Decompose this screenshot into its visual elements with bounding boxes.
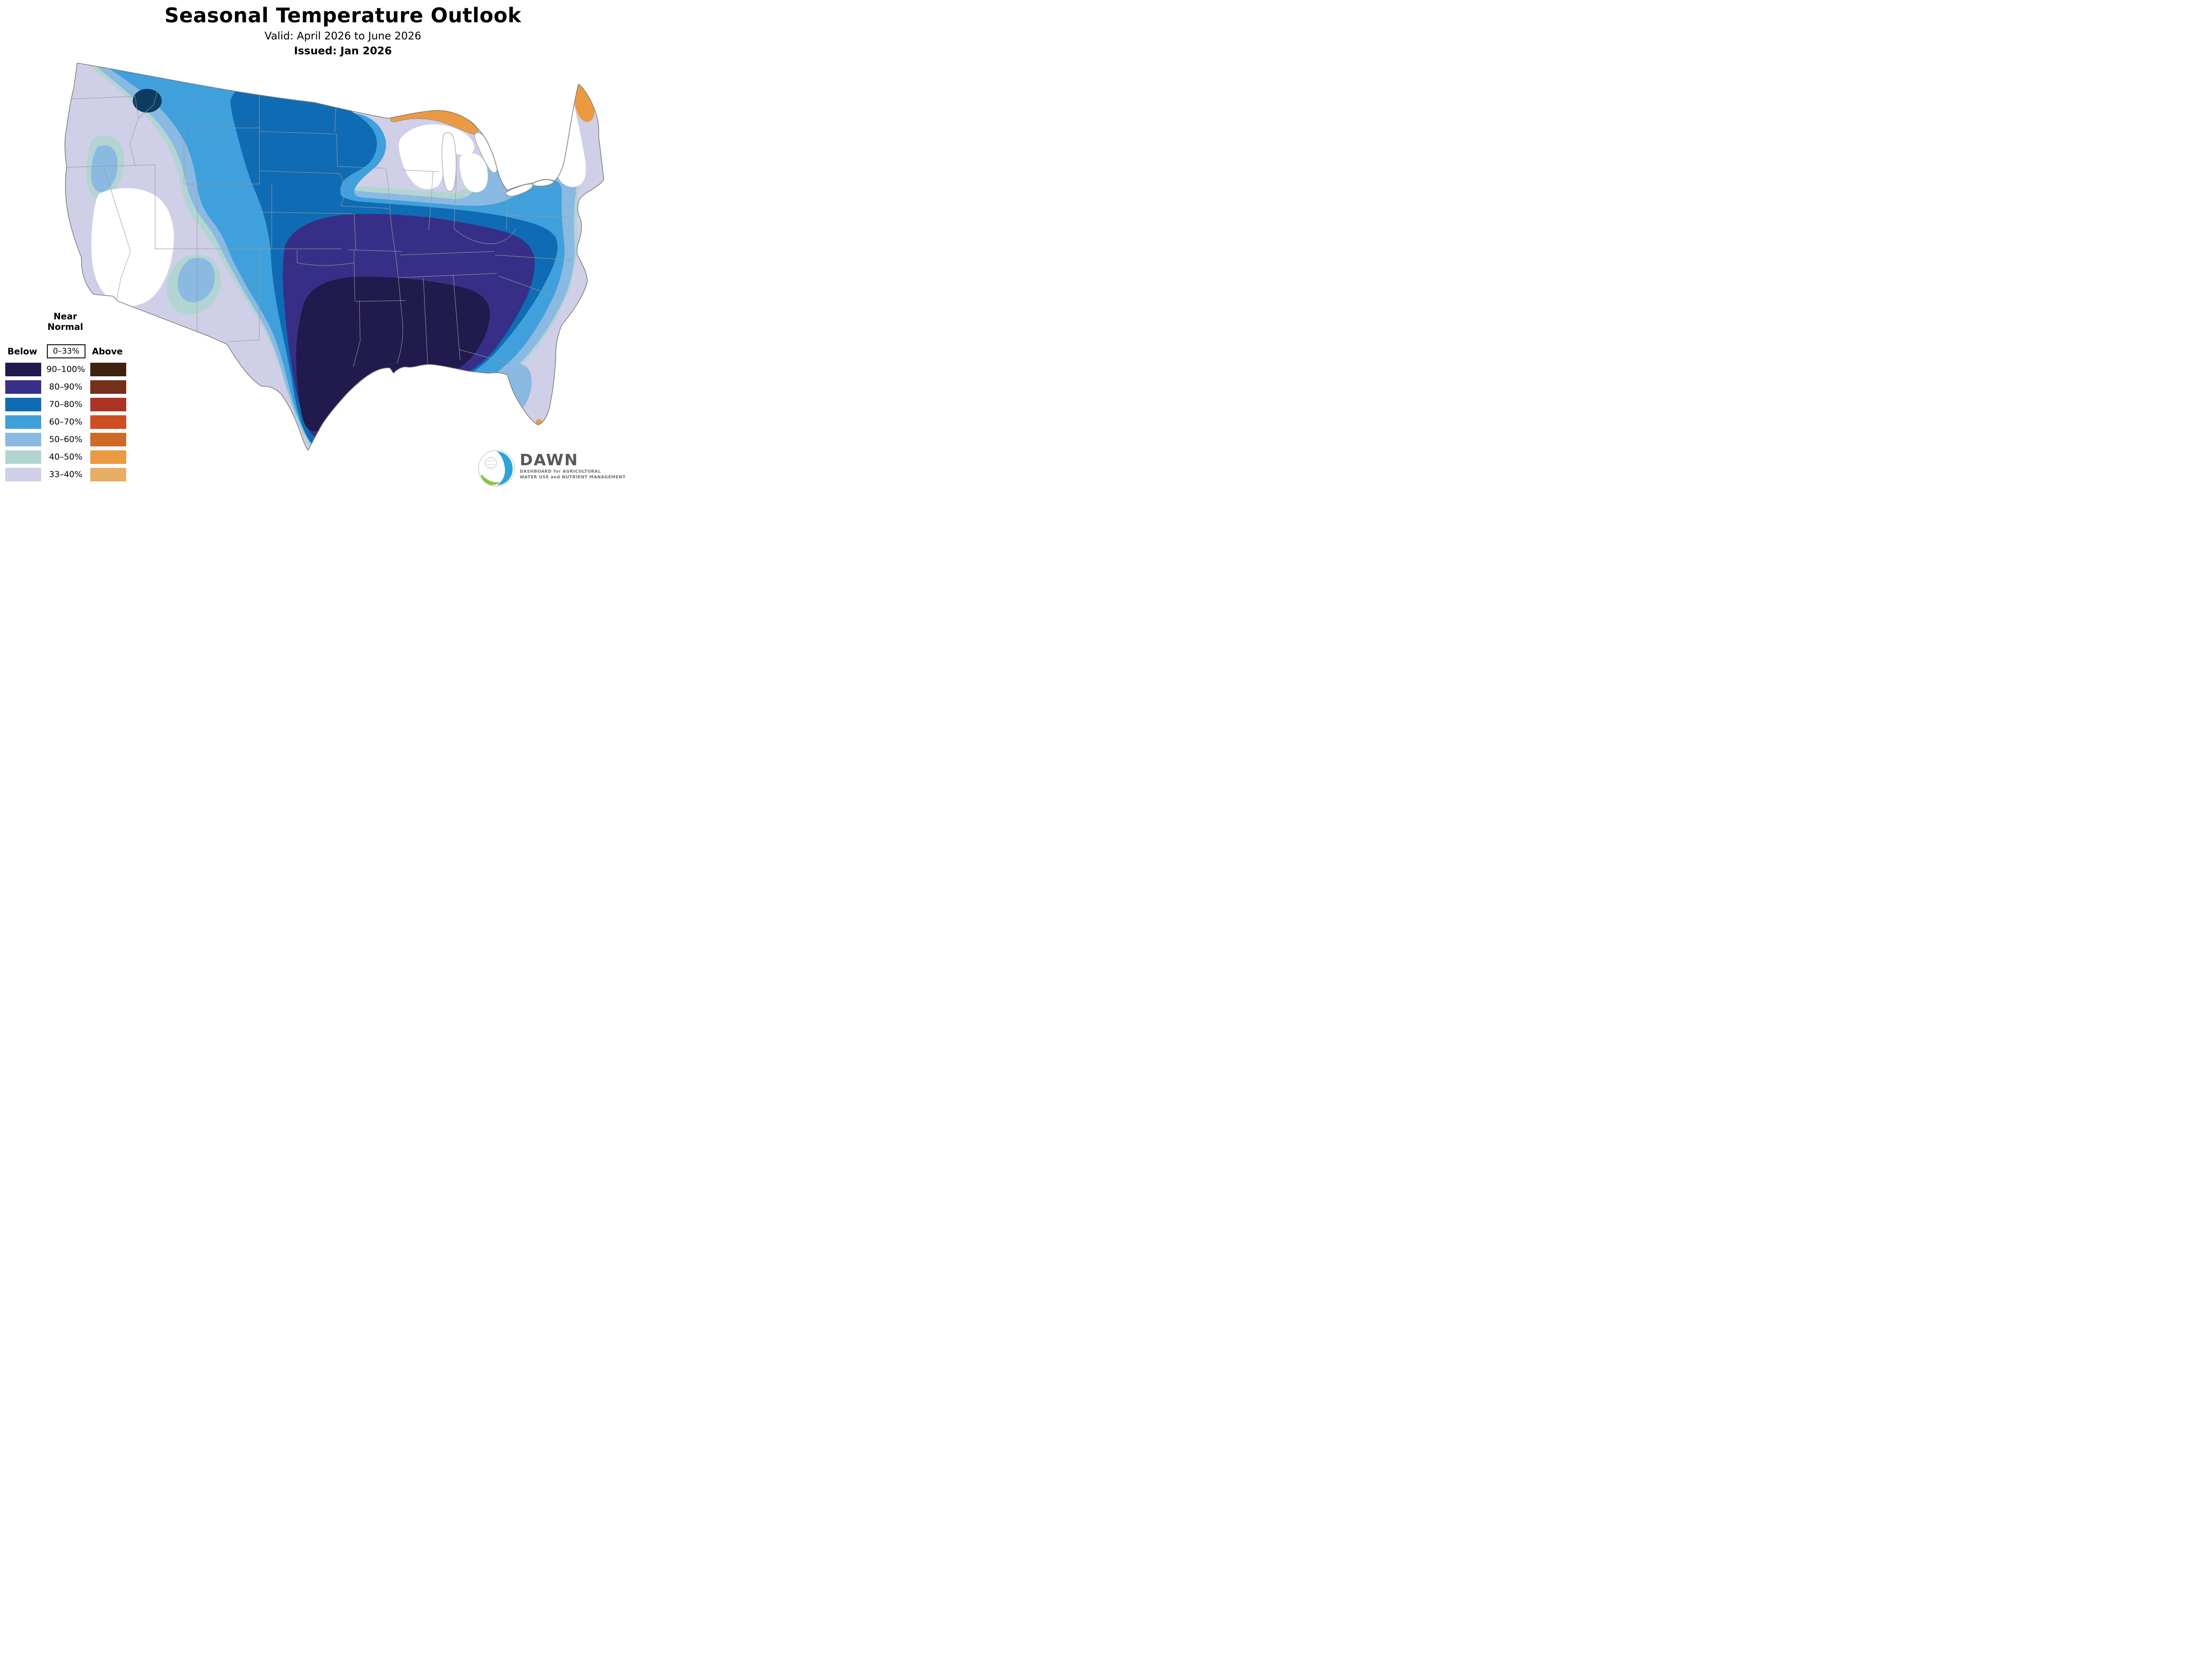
lake-michigan [442,132,457,192]
below-swatch-70-80 [5,398,41,411]
above-swatch-90-100 [90,363,126,376]
dawn-logo-name: DAWN [520,451,578,469]
legend-above-label: Above [92,346,123,357]
valid-period-subtitle: Valid: April 2026 to June 2026 [264,30,422,42]
legend-row: 50–60% [0,433,131,450]
above-swatch-80-90 [90,380,126,394]
below-swatch-80-90 [5,380,41,394]
lake-ontario [533,180,554,186]
below-swatch-90-100 [5,363,41,376]
legend-row: 90–100% [0,363,131,380]
outlook-page: Seasonal Temperature Outlook Valid: Apri… [0,0,686,504]
band-below-50-60-arizona-core [177,258,215,302]
below-swatch-33-40 [5,468,41,481]
legend-row: 60–70% [0,415,131,433]
near-normal-white-wisconsin [399,124,474,189]
legend-below-label: Below [7,346,37,357]
above-swatch-60-70 [90,415,126,429]
montana-dark-spot [133,89,162,113]
above-swatch-40-50 [90,450,126,464]
dawn-tagline-line2: WATER USE and NUTRIENT MANAGEMENT [520,475,626,480]
state-borders [66,84,574,368]
legend-row: 80–90% [0,380,131,398]
dawn-logo: DAWN DASHBOARD for AGRICULTURAL WATER US… [478,449,626,487]
water-swirl-icon [496,451,513,485]
issued-date-subtitle: Issued: Jan 2026 [294,45,392,57]
legend-row: 33–40% [0,468,131,485]
legend-range-label: 40–50% [49,452,82,462]
legend-range-label: 33–40% [49,470,82,479]
near-normal-white-great-basin [91,188,174,306]
page-title: Seasonal Temperature Outlook [164,4,521,27]
legend-range-label: 90–100% [46,364,85,374]
legend-range-label: 70–80% [49,400,82,409]
below-swatch-60-70 [5,415,41,429]
legend-range-label: 60–70% [49,417,82,427]
legend-range-label: 50–60% [49,435,82,444]
below-swatch-40-50 [5,450,41,464]
lake-erie [505,184,533,196]
above-swatch-33-40 [90,468,126,481]
us-national-outline [64,63,604,451]
legend-near-normal-label: Near Normal [47,311,83,332]
below-swatch-50-60 [5,433,41,446]
dawn-tagline-line1: DASHBOARD for AGRICULTURAL [520,469,601,474]
legend-near-normal-range-box: 0–33% [47,344,85,358]
us-outlook-map [64,63,604,451]
legend-row: 40–50% [0,450,131,468]
above-swatch-50-60 [90,433,126,446]
near-normal-white-lower-michigan [459,153,488,192]
legend-range-label: 80–90% [49,382,82,392]
band-below-90-100-region [296,276,490,431]
dawn-logo-mark [478,450,515,487]
leaf-swirl-icon [481,474,500,485]
legend-row: 70–80% [0,398,131,415]
globe-sketch-icon [485,457,497,469]
above-swatch-70-80 [90,398,126,411]
